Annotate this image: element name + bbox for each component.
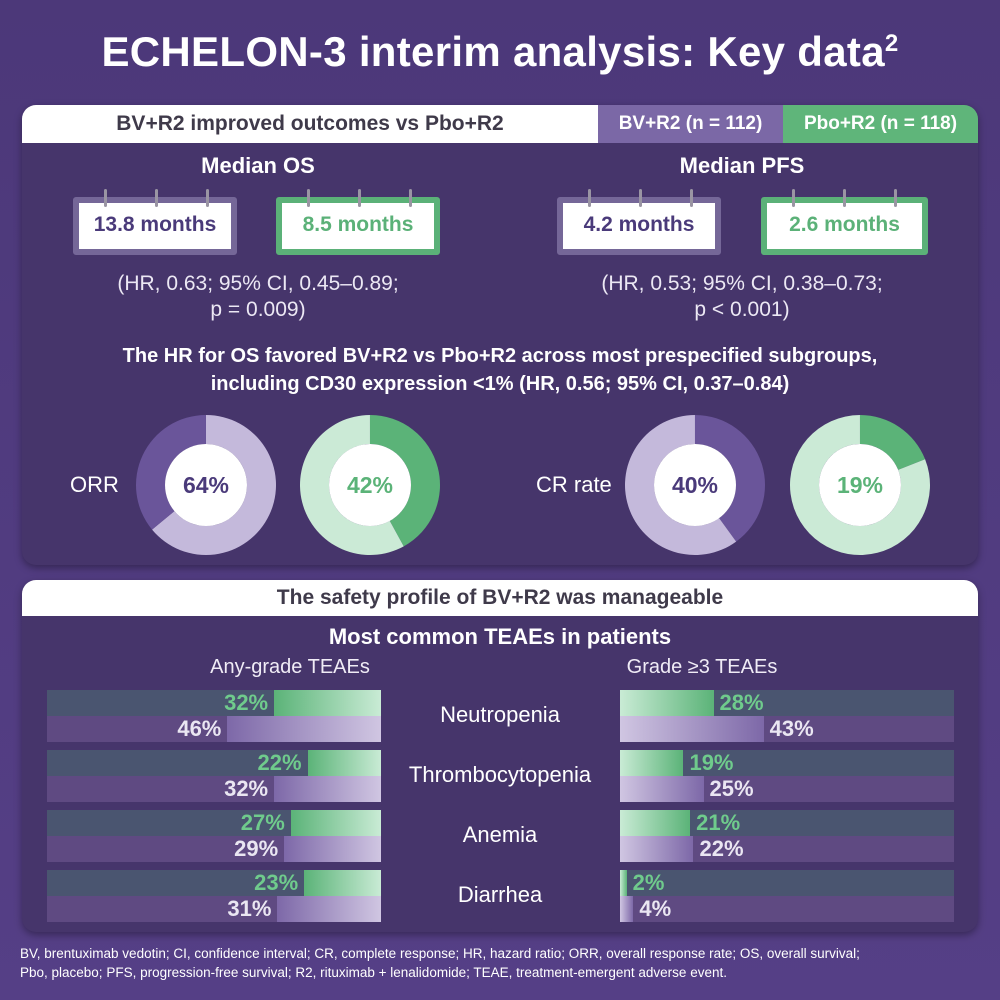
g3-bv-label: 4% (639, 896, 672, 921)
pfs-stats-line1: (HR, 0.53; 95% CI, 0.38–0.73; (601, 272, 883, 295)
median-os-title: Median OS (201, 153, 315, 178)
grade3-heading: Grade ≥3 TEAEs (626, 656, 778, 678)
any-bv-label: 29% (234, 836, 279, 861)
pfs-stats: (HR, 0.53; 95% CI, 0.38–0.73; p < 0.001) (542, 271, 942, 323)
pfs-stats-line2: p < 0.001) (694, 298, 790, 321)
orr-bv-donut-center (165, 444, 247, 526)
footnote-line1: BV, brentuximab vedotin; CI, confidence … (20, 946, 860, 961)
orr-bv-value: 64% (182, 472, 230, 498)
g3-bv-bar (620, 716, 764, 742)
any-pbo-label: 23% (254, 870, 299, 895)
os-pbo-calendar: 8.5 months (276, 189, 440, 255)
g3-bv-bar (620, 836, 694, 862)
g3-pbo-track (620, 870, 954, 896)
footnote-line2: Pbo, placebo; PFS, progression-free surv… (20, 965, 727, 980)
any-bv-bar (227, 716, 381, 742)
cr-pbo-donut-value (860, 415, 926, 470)
efficacy-panel: BV+R2 improved outcomes vs Pbo+R2 BV+R2 … (22, 105, 978, 565)
g3-pbo-bar (620, 750, 684, 776)
pfs-bv-calendar: 4.2 months (557, 189, 721, 255)
pfs-pbo-value: 2.6 months (789, 213, 900, 236)
teae-category: Neutropenia (440, 702, 560, 727)
cr-bv-donut-center (654, 444, 736, 526)
any-pbo-bar (290, 810, 381, 836)
any-grade-heading: Any-grade TEAEs (210, 656, 370, 678)
orr-pbo-donut-remainder (300, 415, 404, 555)
orr-bv-donut-remainder (135, 415, 206, 530)
g3-pbo-label: 21% (696, 810, 741, 835)
os-stats-line2: p = 0.009) (210, 298, 306, 321)
any-pbo-bar (307, 750, 381, 776)
any-bv-bar (284, 836, 381, 862)
efficacy-header: BV+R2 improved outcomes vs Pbo+R2 (22, 105, 598, 143)
subgroup-line2: including CD30 expression <1% (HR, 0.56;… (210, 373, 790, 395)
page-title: ECHELON-3 interim analysis: Key data2 (0, 28, 1000, 76)
footnote: BV, brentuximab vedotin; CI, confidence … (20, 944, 990, 982)
pfs-pbo-calendar: 2.6 months (761, 189, 928, 255)
any-bv-label: 46% (177, 716, 222, 741)
legend-bv: BV+R2 (n = 112) (598, 105, 783, 143)
cr-bv-donut-remainder (625, 415, 737, 555)
donut-charts (135, 415, 930, 555)
orr-pbo-donut-value (370, 415, 441, 547)
g3-bv-label: 43% (769, 716, 814, 741)
teae-category: Thrombocytopenia (408, 762, 592, 787)
os-pbo-value: 8.5 months (302, 213, 414, 236)
subgroup-note: The HR for OS favored BV+R2 vs Pbo+R2 ac… (0, 342, 1000, 398)
any-pbo-label: 27% (240, 810, 285, 835)
os-stats: (HR, 0.63; 95% CI, 0.45–0.89; p = 0.009) (58, 271, 458, 323)
legend-pbo: Pbo+R2 (n = 118) (783, 105, 978, 143)
g3-pbo-bar (620, 870, 627, 896)
any-pbo-bar (304, 870, 381, 896)
any-pbo-label: 22% (257, 750, 302, 775)
teae-category: Diarrhea (457, 882, 543, 907)
orr-pbo-value: 42% (346, 472, 394, 498)
os-stats-line1: (HR, 0.63; 95% CI, 0.45–0.89; (117, 272, 399, 295)
g3-pbo-bar (620, 690, 714, 716)
cr-pbo-donut-center (819, 444, 901, 526)
any-bv-bar (277, 896, 381, 922)
title-text: ECHELON-3 interim analysis: Key data (101, 28, 885, 75)
g3-pbo-bar (620, 810, 691, 836)
cr-bv-donut-value (695, 415, 765, 542)
cr-pbo-value: 19% (836, 472, 884, 498)
cr-label: CR rate (536, 472, 612, 497)
any-bv-label: 32% (224, 776, 269, 801)
g3-pbo-label: 2% (632, 870, 665, 895)
safety-subtitle: Most common TEAEs in patients (328, 624, 672, 649)
orr-bv-donut-value (152, 415, 276, 555)
teae-category: Anemia (462, 822, 538, 847)
g3-bv-label: 25% (709, 776, 754, 801)
cr-bv-value: 40% (671, 472, 719, 498)
g3-pbo-label: 19% (689, 750, 734, 775)
orr-pbo-donut-center (329, 444, 411, 526)
g3-bv-bar (620, 776, 704, 802)
g3-bv-bar (620, 896, 634, 922)
os-bv-value: 13.8 months (93, 213, 217, 236)
safety-header: The safety profile of BV+R2 was manageab… (22, 580, 978, 616)
g3-bv-track (620, 896, 954, 922)
any-bv-label: 31% (227, 896, 272, 921)
any-bv-bar (274, 776, 381, 802)
g3-bv-label: 22% (699, 836, 744, 861)
g3-pbo-label: 28% (719, 690, 764, 715)
orr-label: ORR (70, 472, 119, 497)
os-bv-calendar: 13.8 months (73, 189, 237, 255)
median-pfs-title: Median PFS (679, 153, 805, 178)
title-reference: 2 (884, 30, 899, 57)
any-pbo-bar (274, 690, 381, 716)
subgroup-line1: The HR for OS favored BV+R2 vs Pbo+R2 ac… (122, 345, 878, 367)
any-pbo-label: 32% (224, 690, 269, 715)
cr-pbo-donut-remainder (789, 415, 930, 555)
pfs-bv-value: 4.2 months (583, 213, 695, 236)
